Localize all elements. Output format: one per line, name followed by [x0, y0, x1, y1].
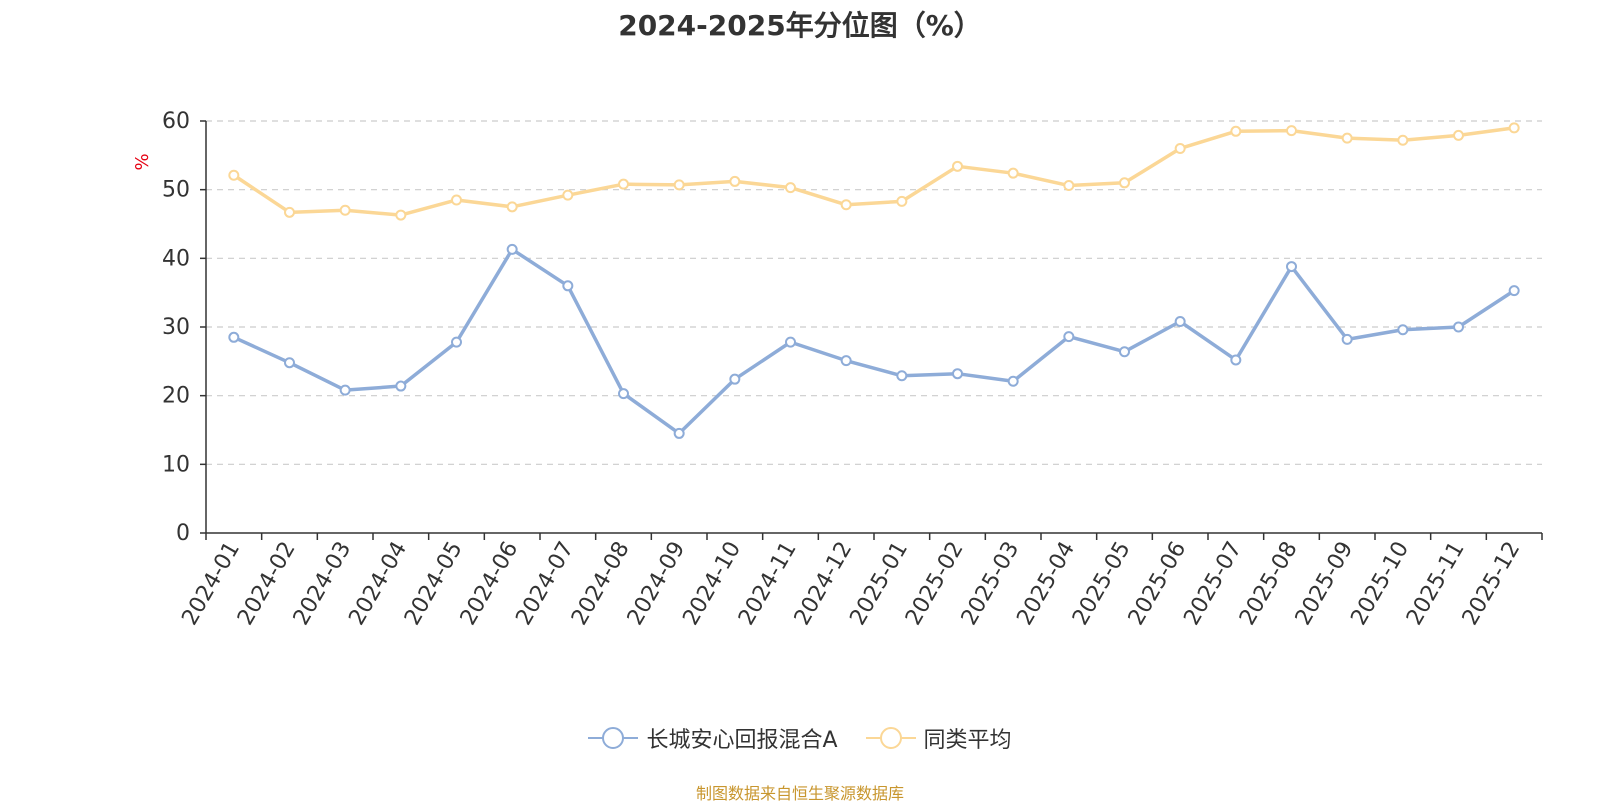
data-point: [1007, 167, 1019, 179]
data-point: [729, 175, 741, 187]
data-point: [729, 373, 741, 385]
data-point: [1230, 125, 1242, 137]
y-tick-label: 40: [162, 246, 190, 271]
y-tick-label: 10: [162, 452, 190, 477]
data-point: [1341, 333, 1353, 345]
data-point: [1397, 324, 1409, 336]
legend: 长城安心回报混合A 同类平均: [0, 722, 1600, 754]
data-point: [840, 199, 852, 211]
data-point: [785, 336, 796, 348]
data-point: [1119, 177, 1130, 189]
data-point: [618, 178, 629, 190]
data-point: [284, 357, 295, 369]
data-point: [451, 194, 462, 206]
chart-title: 2024-2025年分位图（%）: [618, 9, 982, 42]
data-point: [1341, 132, 1353, 144]
data-point: [562, 189, 574, 201]
grid-layer: [206, 120, 1542, 465]
data-point: [562, 280, 574, 292]
data-point: [840, 355, 852, 367]
data-point: [1007, 375, 1019, 387]
data-point: [228, 169, 240, 181]
data-point: [1453, 129, 1464, 141]
legend-label: 同类平均: [923, 728, 1012, 753]
data-point: [1508, 122, 1520, 134]
data-point: [506, 201, 518, 213]
data-point: [673, 179, 685, 191]
data-point: [1286, 261, 1297, 273]
legend-label: 长城安心回报混合A: [646, 728, 838, 753]
data-point: [228, 331, 240, 343]
axis-layer: 0102030405060%2024-012024-022024-032024-…: [132, 109, 1543, 630]
data-point: [339, 204, 351, 216]
series-line: [232, 126, 1516, 217]
data-point: [1119, 346, 1130, 358]
y-tick-label: 30: [162, 315, 190, 340]
legend-swatch: [588, 726, 639, 750]
legend-item[interactable]: 同类平均: [865, 722, 1012, 754]
data-point: [395, 380, 407, 392]
series-layer: [228, 122, 1520, 439]
legend-item[interactable]: 长城安心回报混合A: [588, 722, 838, 754]
y-tick-label: 0: [176, 521, 190, 546]
data-point: [1063, 331, 1075, 343]
data-point: [339, 384, 351, 396]
data-point: [952, 368, 963, 380]
data-point: [785, 182, 796, 194]
y-tick-label: 60: [162, 109, 190, 134]
data-point: [1508, 285, 1520, 297]
data-point: [1174, 142, 1186, 154]
data-point: [896, 370, 908, 382]
y-tick-label: 20: [162, 384, 190, 409]
legend-swatch-dot: [602, 727, 625, 749]
data-point: [1230, 354, 1242, 366]
data-point: [673, 427, 685, 439]
legend-swatch: [865, 726, 916, 750]
data-point: [395, 209, 407, 221]
data-point: [1063, 180, 1075, 192]
data-point: [1397, 134, 1409, 146]
series-line: [232, 247, 1516, 436]
data-point: [1453, 321, 1464, 333]
data-point: [451, 336, 462, 348]
data-point: [952, 160, 963, 172]
y-axis-label: %: [132, 153, 153, 170]
data-point: [1174, 316, 1186, 328]
legend-swatch-dot: [879, 727, 902, 749]
data-point: [618, 388, 629, 400]
y-tick-label: 50: [162, 178, 190, 203]
source-note: 制图数据来自恒生聚源数据库: [695, 784, 904, 803]
data-point: [506, 243, 518, 255]
data-point: [284, 206, 295, 218]
data-point: [1286, 125, 1297, 137]
data-point: [896, 195, 908, 207]
